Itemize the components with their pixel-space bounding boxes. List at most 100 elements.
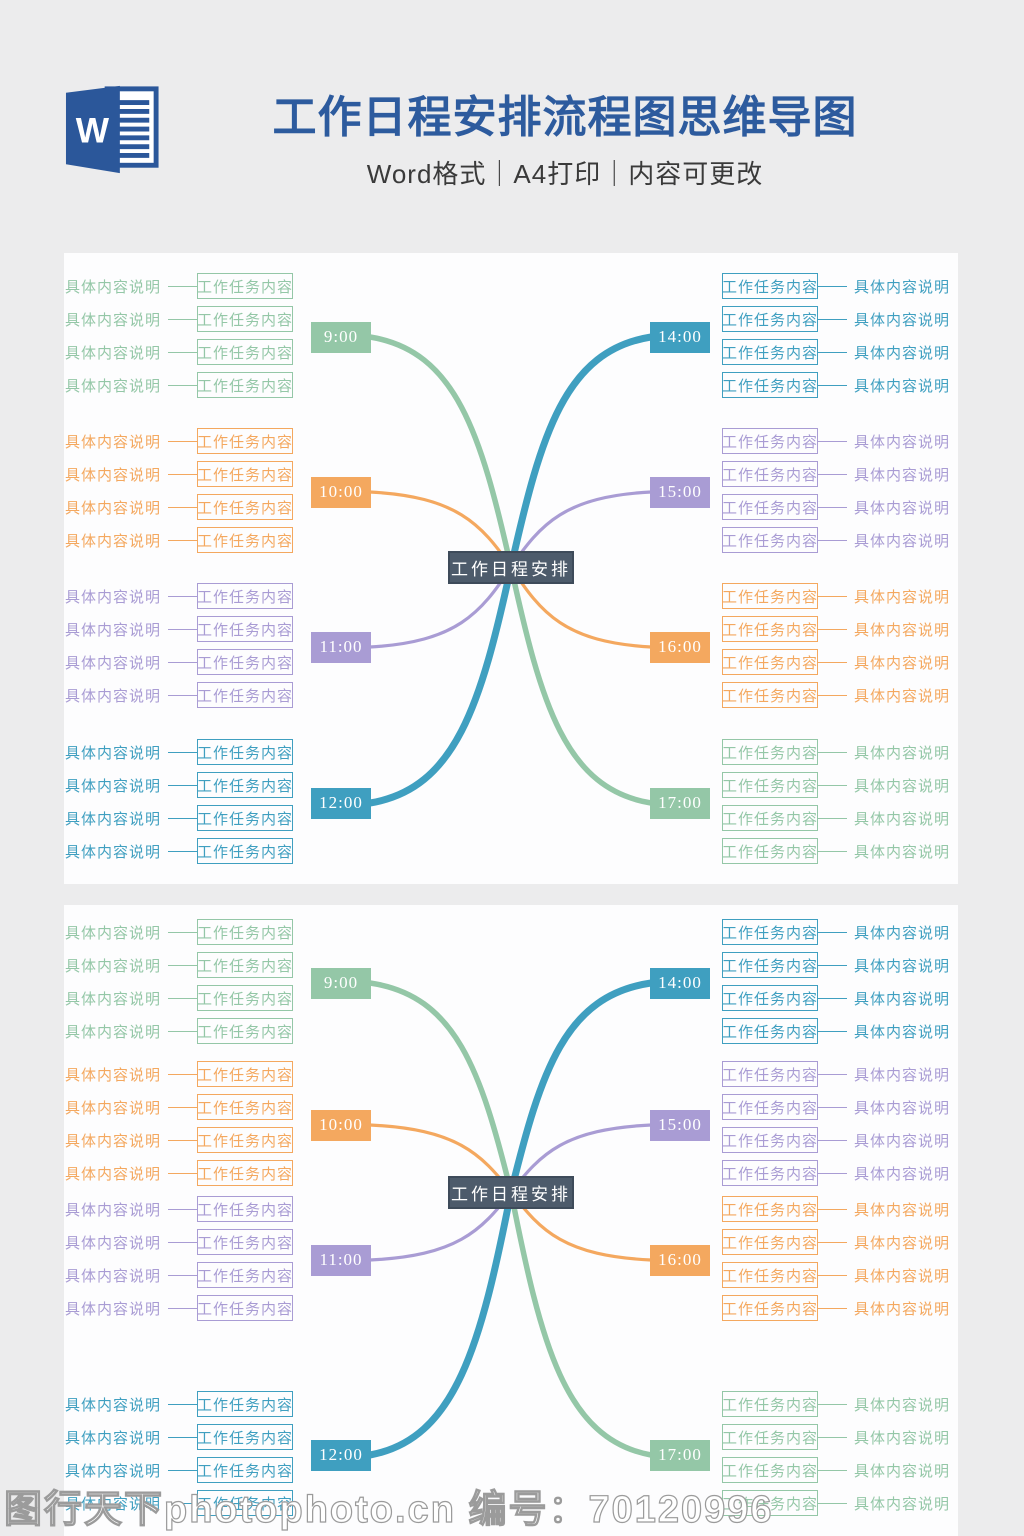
task-box[interactable]: 工作任务内容 — [197, 952, 293, 978]
task-box[interactable]: 工作任务内容 — [197, 1160, 293, 1186]
task-box[interactable]: 工作任务内容 — [722, 1018, 818, 1044]
task-box[interactable]: 工作任务内容 — [197, 273, 293, 299]
task-box[interactable]: 工作任务内容 — [197, 1094, 293, 1120]
task-box[interactable]: 工作任务内容 — [722, 1391, 818, 1417]
task-desc-label: 具体内容说明 — [854, 1024, 951, 1041]
task-box[interactable]: 工作任务内容 — [722, 1196, 818, 1222]
task-desc-label: 具体内容说明 — [854, 1301, 951, 1318]
task-box[interactable]: 工作任务内容 — [197, 1127, 293, 1153]
task-box[interactable]: 工作任务内容 — [197, 649, 293, 675]
task-box[interactable]: 工作任务内容 — [197, 372, 293, 398]
time-node-1600[interactable]: 16:00 — [650, 631, 710, 663]
task-box[interactable]: 工作任务内容 — [722, 1160, 818, 1186]
time-node-1400[interactable]: 14:00 — [650, 321, 710, 353]
task-box[interactable]: 工作任务内容 — [197, 985, 293, 1011]
center-node[interactable]: 工作日程安排 — [448, 1175, 574, 1209]
connector-line — [817, 473, 847, 475]
task-box[interactable]: 工作任务内容 — [197, 306, 293, 332]
task-box[interactable]: 工作任务内容 — [722, 1295, 818, 1321]
task-box[interactable]: 工作任务内容 — [722, 649, 818, 675]
task-box[interactable]: 工作任务内容 — [197, 838, 293, 864]
task-box[interactable]: 工作任务内容 — [197, 919, 293, 945]
time-node-1500[interactable]: 15:00 — [650, 476, 710, 508]
time-node-1200[interactable]: 12:00 — [311, 787, 371, 819]
connector-line — [168, 318, 198, 320]
task-box[interactable]: 工作任务内容 — [722, 616, 818, 642]
task-desc-label: 具体内容说明 — [854, 925, 951, 942]
task-box[interactable]: 工作任务内容 — [722, 739, 818, 765]
task-row: 具体内容说明 工作任务内容 — [65, 739, 293, 765]
task-box[interactable]: 工作任务内容 — [197, 461, 293, 487]
task-row: 工作任务内容 具体内容说明 — [722, 772, 950, 798]
time-node-1000[interactable]: 10:00 — [311, 476, 371, 508]
task-box[interactable]: 工作任务内容 — [197, 1490, 293, 1516]
task-box[interactable]: 工作任务内容 — [722, 1061, 818, 1087]
task-box[interactable]: 工作任务内容 — [722, 1127, 818, 1153]
task-box[interactable]: 工作任务内容 — [197, 1229, 293, 1255]
task-box[interactable]: 工作任务内容 — [197, 772, 293, 798]
time-node-1000[interactable]: 10:00 — [311, 1109, 371, 1141]
time-node-900[interactable]: 9:00 — [311, 967, 371, 999]
task-box[interactable]: 工作任务内容 — [197, 494, 293, 520]
task-desc-label: 具体内容说明 — [854, 1202, 951, 1219]
word-logo-graphic: W — [65, 85, 159, 174]
task-box[interactable]: 工作任务内容 — [722, 372, 818, 398]
task-row: 工作任务内容 具体内容说明 — [722, 428, 950, 454]
time-node-1100[interactable]: 11:00 — [311, 1244, 371, 1276]
task-box[interactable]: 工作任务内容 — [722, 985, 818, 1011]
time-node-1700[interactable]: 17:00 — [650, 1439, 710, 1471]
task-box[interactable]: 工作任务内容 — [722, 1262, 818, 1288]
task-row: 工作任务内容 具体内容说明 — [722, 1490, 950, 1516]
task-box[interactable]: 工作任务内容 — [722, 273, 818, 299]
task-desc-label: 具体内容说明 — [854, 378, 951, 395]
time-node-1500[interactable]: 15:00 — [650, 1109, 710, 1141]
task-box[interactable]: 工作任务内容 — [197, 339, 293, 365]
task-box[interactable]: 工作任务内容 — [197, 1061, 293, 1087]
task-box[interactable]: 工作任务内容 — [197, 527, 293, 553]
task-box[interactable]: 工作任务内容 — [722, 306, 818, 332]
time-node-1100[interactable]: 11:00 — [311, 631, 371, 663]
time-node-1200[interactable]: 12:00 — [311, 1439, 371, 1471]
task-box[interactable]: 工作任务内容 — [722, 494, 818, 520]
task-box[interactable]: 工作任务内容 — [722, 1424, 818, 1450]
task-box[interactable]: 工作任务内容 — [197, 583, 293, 609]
task-box[interactable]: 工作任务内容 — [197, 682, 293, 708]
task-box[interactable]: 工作任务内容 — [197, 1295, 293, 1321]
task-row: 工作任务内容 具体内容说明 — [722, 273, 950, 299]
task-box[interactable]: 工作任务内容 — [197, 616, 293, 642]
time-node-1700[interactable]: 17:00 — [650, 787, 710, 819]
task-box[interactable]: 工作任务内容 — [197, 805, 293, 831]
task-box[interactable]: 工作任务内容 — [197, 1262, 293, 1288]
task-row: 具体内容说明 工作任务内容 — [65, 1094, 293, 1120]
task-box[interactable]: 工作任务内容 — [197, 1457, 293, 1483]
task-box[interactable]: 工作任务内容 — [722, 339, 818, 365]
time-node-900[interactable]: 9:00 — [311, 321, 371, 353]
task-box[interactable]: 工作任务内容 — [722, 1094, 818, 1120]
task-box[interactable]: 工作任务内容 — [197, 1424, 293, 1450]
task-box[interactable]: 工作任务内容 — [722, 527, 818, 553]
connector-line — [817, 595, 847, 597]
task-desc-label: 具体内容说明 — [854, 1133, 951, 1150]
task-box[interactable]: 工作任务内容 — [722, 428, 818, 454]
task-box[interactable]: 工作任务内容 — [722, 772, 818, 798]
task-box[interactable]: 工作任务内容 — [197, 739, 293, 765]
center-node[interactable]: 工作日程安排 — [448, 550, 574, 584]
task-box[interactable]: 工作任务内容 — [197, 1018, 293, 1044]
task-box[interactable]: 工作任务内容 — [722, 805, 818, 831]
task-box[interactable]: 工作任务内容 — [197, 1196, 293, 1222]
task-box[interactable]: 工作任务内容 — [722, 919, 818, 945]
task-desc-label: 具体内容说明 — [64, 1235, 161, 1252]
task-box[interactable]: 工作任务内容 — [722, 682, 818, 708]
watermark-text: 图行天下photophoto.cn 编号：70120996 — [3, 1488, 774, 1531]
task-box[interactable]: 工作任务内容 — [722, 1229, 818, 1255]
task-box[interactable]: 工作任务内容 — [722, 461, 818, 487]
task-box[interactable]: 工作任务内容 — [722, 583, 818, 609]
task-box[interactable]: 工作任务内容 — [197, 428, 293, 454]
task-box[interactable]: 工作任务内容 — [722, 838, 818, 864]
connector-line — [817, 1139, 847, 1141]
time-node-1400[interactable]: 14:00 — [650, 967, 710, 999]
task-desc-label: 具体内容说明 — [854, 1235, 951, 1252]
task-box[interactable]: 工作任务内容 — [197, 1391, 293, 1417]
task-box[interactable]: 工作任务内容 — [722, 952, 818, 978]
time-node-1600[interactable]: 16:00 — [650, 1244, 710, 1276]
